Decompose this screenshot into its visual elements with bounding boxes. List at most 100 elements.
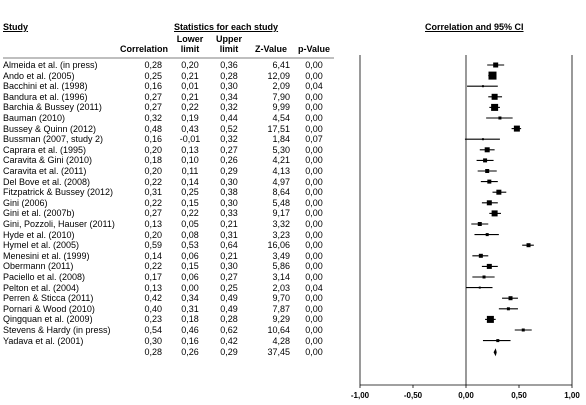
cell-p: 0,00 [305,208,323,219]
cell-p: 0,00 [305,60,323,70]
cell-p: 0,00 [305,197,323,208]
cell-lo: 0,31 [181,303,199,314]
cell-r: 0,22 [144,197,162,208]
cell-r: 0,28 [144,60,162,70]
header-zvalue: Z-Value [254,44,287,54]
cell-z: 5,86 [272,261,290,272]
cell-study: Fitzpatrick & Bussey (2012) [3,187,114,198]
cell-r: 0,30 [144,335,162,346]
cell-r: 0,20 [144,144,162,155]
cell-r: 0,31 [144,187,162,198]
cell-hi: 0,30 [220,261,238,272]
cell-lo: 0,06 [181,272,199,282]
cell-hi: 0,31 [220,229,238,240]
cell-hi: 0,30 [220,81,238,92]
point-marker [508,296,513,301]
cell-r: 0,48 [144,123,162,134]
point-marker [488,71,497,80]
header-upper-1: Upper [215,34,242,44]
cell-lo: 0,43 [181,123,199,134]
cell-lo: 0,08 [181,229,199,240]
cell-z: 2,09 [272,81,290,92]
cell-p: 0,00 [305,303,323,314]
summary-cell-hi: 0,29 [220,347,238,358]
cell-z: 17,51 [267,123,290,134]
point-marker [491,93,498,100]
cell-r: 0,14 [144,250,162,261]
header-lower-2: limit [180,44,200,54]
cell-z: 9,99 [272,102,290,113]
cell-lo: 0,01 [181,81,199,92]
point-marker [486,263,492,269]
cell-z: 12,09 [267,70,290,81]
cell-study: Caravita et al. (2011) [3,166,87,176]
cell-r: 0,54 [144,325,162,335]
summary-cell-p: 0,00 [305,347,323,358]
cell-p: 0,00 [305,325,323,335]
cell-r: 0,22 [144,261,162,272]
point-marker [477,222,482,226]
point-marker [498,116,502,120]
summary-cell-r: 0,28 [144,347,162,358]
point-marker [513,125,520,132]
header-correlation: Correlation [119,44,168,54]
cell-hi: 0,30 [220,197,238,208]
cell-p: 0,00 [305,155,323,166]
x-tick-label: -0,50 [404,391,423,400]
cell-r: 0,59 [144,240,162,251]
cell-p: 0,00 [305,176,323,187]
header-upper-2: limit [219,44,239,54]
cell-hi: 0,49 [220,293,238,304]
point-marker [487,179,492,184]
cell-lo: 0,18 [181,314,199,325]
cell-z: 9,17 [272,208,290,219]
cell-p: 0,00 [305,166,323,176]
summary-cell-z: 37,45 [267,347,290,358]
cell-study: Ando et al. (2005) [3,70,75,81]
x-tick-label: 0,00 [458,391,474,400]
cell-z: 4,21 [272,155,290,166]
cell-study: Gini (2006) [3,197,48,208]
cell-r: 0,32 [144,113,162,123]
cell-study: Bacchini et al. (1998) [3,81,88,92]
cell-study: Caprara et al. (1995) [3,144,87,155]
cell-study: Barchia & Bussey (2011) [3,102,102,113]
cell-lo: 0,34 [181,293,199,304]
point-marker [496,339,500,343]
cell-hi: 0,36 [220,60,238,70]
cell-r: 0,22 [144,176,162,187]
cell-study: Del Bove et al. (2008) [3,176,91,187]
cell-study: Bauman (2010) [3,113,66,123]
point-marker [478,253,483,258]
cell-r: 0,16 [144,134,162,145]
cell-z: 5,30 [272,144,290,155]
cell-lo: 0,14 [181,176,199,187]
cell-r: 0,27 [144,91,162,102]
cell-study: Hyde et al. (2010) [3,229,75,240]
cell-p: 0,00 [305,123,323,134]
cell-lo: 0,00 [181,282,199,293]
cell-hi: 0,32 [220,134,238,145]
cell-p: 0,00 [305,229,323,240]
cell-study: Gini, Pozzoli, Hauser (2011) [3,219,115,229]
x-tick-label: 1,00 [564,391,580,400]
cell-study: Qingquan et al. (2009) [3,314,93,325]
cell-lo: 0,22 [181,208,199,219]
cell-lo: 0,20 [181,60,199,70]
cell-study: Obermann (2011) [3,261,74,272]
cell-p: 0,00 [305,91,323,102]
cell-lo: 0,21 [181,70,199,81]
cell-hi: 0,34 [220,91,238,102]
cell-study: Perren & Sticca (2011) [3,293,94,304]
point-marker [486,315,494,323]
cell-hi: 0,32 [220,102,238,113]
point-marker [486,200,492,206]
cell-study: Yadava et al. (2001) [3,335,84,346]
cell-hi: 0,62 [220,325,238,335]
cell-hi: 0,49 [220,303,238,314]
cell-lo: 0,10 [181,155,199,166]
cell-r: 0,20 [144,166,162,176]
cell-z: 1,84 [272,134,290,145]
cell-hi: 0,25 [220,282,238,293]
